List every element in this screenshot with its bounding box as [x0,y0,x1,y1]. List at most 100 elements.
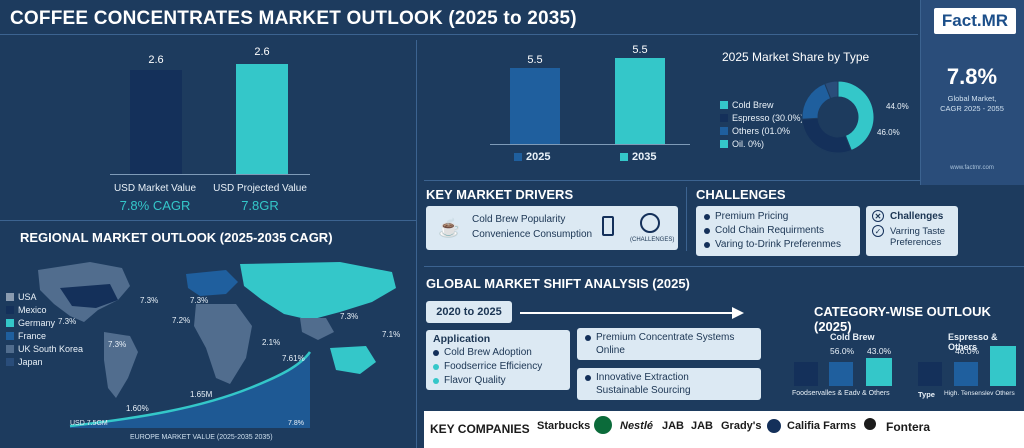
column-divider [416,40,417,448]
company-jab-2: JAB [691,420,714,432]
mid-bars-baseline [490,144,690,145]
mid-bar-2025-label: 5.5 [527,54,543,66]
share-label-a: 44.0% [886,102,909,111]
category-right-bar [954,362,978,386]
map-label: 7.2% [172,316,191,325]
category-right-caption-2: High. Tensenslev Others [944,390,1015,397]
map-label: 2.1% [262,338,281,347]
share-donut [801,80,875,154]
donut-slice-cold-brew [837,80,875,152]
growth-label: 1.60% [126,404,149,413]
south-america-shape [104,332,138,398]
website-url: www.factmr.com [950,165,994,171]
innovation-item: Innovative Extraction [585,371,753,385]
projected-value-bar-label: 2.6 [254,46,270,58]
mid-bar-2035 [615,58,665,144]
legend-uk-south-korea: UK South Korea [6,342,83,355]
premium-card: Premium Concentrate Systems Online [577,328,761,360]
shift-arrow-icon [520,307,744,319]
europe-shape [186,270,238,296]
coffee-cup-icon: ☕ [438,218,461,238]
asia-shape [240,262,396,320]
market-value-bar-label: 2.6 [148,54,164,66]
company-jab: JAB [662,420,685,432]
share-legend-item: Cold Brew [720,98,804,111]
premium-item: Premium Concentrate Systems [585,331,753,345]
company-fontera: Fontera [886,420,931,434]
growth-label: 7.61% [282,354,305,363]
challenges-side-text: ✓ Varring Taste [872,225,952,237]
shift-divider [424,266,1024,267]
category-left-value-1: 56.0% [830,346,855,356]
legend-japan: Japan [6,355,83,368]
donut-slice-oil [824,80,839,100]
company-califia-farms: Califia Farms [787,420,857,432]
map-label: 7.3% [58,317,77,326]
europe-axis-caption: EUROPE MARKET VALUE (2025-2035 2035) [130,434,273,441]
africa-shape [194,304,252,384]
global-cagr: 7.8% [946,64,998,89]
mid-bar-2025 [510,68,560,144]
clock-icon [640,213,660,233]
challenges-card: Premium Pricing Cold Chain Requirments V… [696,206,860,256]
challenge-item: Varing to-Drink Preferenmes [704,238,852,252]
category-left-bar [794,362,818,386]
category-right-bar [918,362,942,386]
category-left-caption: Foodservalles & Eadv & Others [792,390,890,397]
map-label: 7.3% [108,340,127,349]
legend-mexico: Mexico [6,303,83,316]
shift-title: GLOBAL MARKET SHIFT ANALYSIS (2025) [426,276,690,291]
key-companies-label: KEY COMPANIES [430,422,530,436]
innovation-item-2: Sustainable Sourcing [596,385,691,396]
application-item: Flavor Quality [433,374,563,388]
world-map [0,248,416,448]
close-circle-icon: ✕ [872,210,884,222]
mid-bar-2035-label: 5.5 [632,44,648,56]
challenge-item: Premium Pricing [704,210,852,224]
company-gradys: Grady's [721,420,762,432]
regional-legend: USA Mexico Germany France UK South Korea… [6,290,83,368]
map-label: 7.3% [340,312,359,321]
category-right-bar [990,346,1016,386]
category-left-value-2: 43.0% [867,346,892,356]
category-title: CATEGORY-WISE OUTLOUK (2025) [814,304,991,334]
share-legend-item: Others (01.0% [720,124,804,137]
cagr-left-text: 7.8% CAGR [119,198,191,213]
logo-text-right: MR [981,11,1009,30]
application-item: Foodserrice Efficiency [433,360,563,374]
legend-usa: USA [6,290,83,303]
company-logo-icon [864,418,876,430]
drivers-title: KEY MARKET DRIVERS [426,187,574,202]
mid-legend-2035: 2035 [620,150,656,163]
factmr-logo: Fact. MR [934,8,1016,34]
driver-item: Cold Brew Popularity [472,214,566,225]
share-label-b: 46.0% [877,128,900,137]
cagr-caption-line-1: Global Market, [947,94,997,103]
header-divider [0,34,918,35]
innovation-card: Innovative Extraction Sustainable Sourci… [577,368,761,400]
challenges-side-heading: ✕ Challenges [872,210,952,222]
share-title: 2025 Market Share by Type [722,50,870,64]
share-legend-item: Espresso (30.0%) [720,111,804,124]
global-cagr-caption: Global Market, CAGR 2025 - 2055 [920,94,1024,114]
market-value-caption: USD Market Value [113,183,197,194]
mid-legend-2025: 2025 [514,150,550,163]
growth-label: USD 7.5GM [70,420,108,427]
cagr-right-text: 7.8GR [241,198,279,213]
challenges-side-card: ✕ Challenges ✓ Varring Taste Preferences [866,206,958,256]
category-left-title: Cold Brew [830,332,875,342]
usa-shape [60,284,118,308]
page-title: COFFEE CONCENTRATES MARKET OUTLOOK (2025… [10,8,577,29]
drivers-card: ☕ Cold Brew Popularity Convenience Consu… [426,206,678,250]
key-companies-bar [424,411,1024,448]
category-right-caption-1: Type [918,390,935,399]
market-value-bar [130,70,182,174]
application-card: Application Cold Brew Adoption Foodserri… [426,330,570,390]
legend-germany: Germany [6,316,83,329]
regional-title: REGIONAL MARKET OUTLOOK (2025-2035 CAGR) [20,230,333,245]
share-legend-item: Oil. 0%) [720,137,804,150]
projected-value-bar [236,64,288,174]
drivers-divider [424,180,920,181]
challenges-divider [686,187,687,251]
shift-range-chip: 2020 to 2025 [426,301,512,323]
